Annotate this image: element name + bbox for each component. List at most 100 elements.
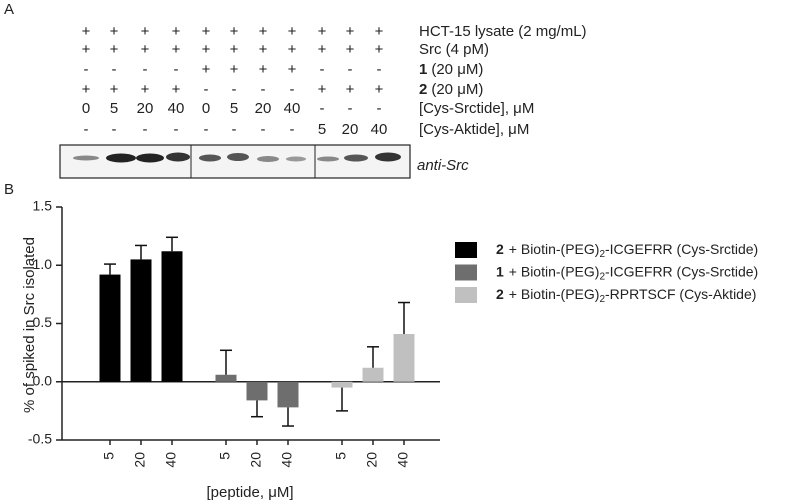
table-cell: + — [141, 41, 150, 58]
table-cell: + — [288, 41, 297, 58]
table-cell: + — [230, 61, 239, 78]
table-cell: - — [84, 61, 89, 78]
legend-label: 2 + Biotin-(PEG)2-RPRTSCF (Cys-Aktide) — [496, 286, 756, 305]
x-tick-label: 20 — [248, 452, 264, 468]
legend-bold: 2 — [496, 286, 504, 302]
table-cell: + — [202, 23, 211, 40]
row-label-text: HCT-15 lysate (2 mg/mL) — [419, 23, 587, 40]
table-cell: 5 — [230, 100, 238, 117]
y-tick-label: -0.5 — [28, 431, 52, 447]
legend-swatch — [455, 264, 477, 281]
panel-label: A — [4, 1, 14, 18]
bar — [246, 381, 268, 401]
bar — [99, 274, 121, 382]
table-cell: + — [259, 41, 268, 58]
panel-label: B — [4, 181, 14, 198]
table-cell: - — [232, 81, 237, 98]
band — [317, 156, 339, 162]
table-cell: 20 — [137, 100, 154, 117]
legend-swatch — [455, 242, 477, 258]
y-tick-label: 0.0 — [33, 372, 53, 388]
legend-text: -ICGEFRR (Cys-Srctide) — [605, 241, 758, 257]
table-cell: + — [230, 23, 239, 40]
table-cell: - — [348, 61, 353, 78]
table-cell: - — [348, 100, 353, 117]
y-axis-title: % of spiked in Src isolated — [21, 237, 38, 413]
bar — [362, 367, 384, 382]
y-tick-label: 1.0 — [33, 256, 53, 272]
table-cell: 0 — [202, 100, 210, 117]
row-label-bold: 2 — [419, 81, 427, 98]
band — [375, 152, 401, 162]
table-cell: + — [375, 23, 384, 40]
table-cell: - — [112, 121, 117, 138]
table-cell: - — [320, 100, 325, 117]
legend-sub: 2 — [599, 249, 605, 260]
table-cell: - — [143, 61, 148, 78]
table-cell: 0 — [82, 100, 90, 117]
bar — [277, 381, 299, 408]
x-tick-label: 5 — [101, 452, 117, 460]
table-cell: 20 — [342, 121, 359, 138]
band — [344, 154, 368, 162]
legend-text: + Biotin-(PEG) — [509, 263, 600, 279]
legend-swatch — [455, 287, 477, 303]
row-label: Src (4 pM) — [419, 41, 489, 58]
table-cell: 40 — [284, 100, 301, 117]
legend-sub: 2 — [599, 294, 605, 305]
table-cell: + — [318, 23, 327, 40]
table-cell: + — [202, 41, 211, 58]
table-cell: - — [320, 61, 325, 78]
band — [257, 156, 279, 162]
bar — [130, 259, 152, 382]
table-cell: + — [202, 61, 211, 78]
band — [106, 153, 136, 163]
legend-bold: 1 — [496, 263, 504, 279]
table-cell: + — [172, 41, 181, 58]
table-cell: 20 — [255, 100, 272, 117]
table-cell: - — [290, 81, 295, 98]
row-label-text: (20 μM) — [431, 61, 483, 78]
band — [227, 153, 249, 161]
legend-text: -RPRTSCF (Cys-Aktide) — [605, 286, 756, 302]
table-cell: + — [375, 81, 384, 98]
legend-text: -ICGEFRR (Cys-Srctide) — [605, 263, 758, 279]
x-tick-label: 20 — [132, 452, 148, 468]
table-cell: - — [143, 121, 148, 138]
row-label: 2 (20 μM) — [419, 81, 483, 98]
table-cell: - — [290, 121, 295, 138]
table-cell: + — [375, 41, 384, 58]
legend-text: + Biotin-(PEG) — [509, 286, 600, 302]
table-cell: 5 — [318, 121, 326, 138]
table-cell: 40 — [168, 100, 185, 117]
legend-sub: 2 — [599, 271, 605, 282]
legend-label: 2 + Biotin-(PEG)2-ICGEFRR (Cys-Srctide) — [496, 241, 758, 260]
x-tick-label: 40 — [395, 452, 411, 468]
x-axis-title: [peptide, μM] — [206, 484, 293, 501]
table-cell: + — [141, 23, 150, 40]
bar — [161, 251, 183, 382]
bar — [331, 381, 353, 388]
table-cell: - — [232, 121, 237, 138]
row-label: HCT-15 lysate (2 mg/mL) — [419, 23, 587, 40]
y-tick-label: 1.5 — [33, 198, 53, 214]
table-cell: + — [288, 23, 297, 40]
table-cell: + — [110, 81, 119, 98]
table-cell: + — [346, 23, 355, 40]
table-cell: + — [318, 81, 327, 98]
row-label: [Cys-Aktide], μM — [419, 121, 529, 138]
table-cell: - — [84, 121, 89, 138]
table-cell: + — [288, 61, 297, 78]
table-cell: - — [261, 81, 266, 98]
table-cell: - — [204, 121, 209, 138]
x-tick-label: 40 — [279, 452, 295, 468]
row-label: [Cys-Srctide], μM — [419, 100, 534, 117]
x-tick-label: 20 — [364, 452, 380, 468]
row-label-text: [Cys-Srctide], μM — [419, 100, 534, 117]
table-cell: + — [110, 23, 119, 40]
table-cell: + — [141, 81, 150, 98]
row-label-text: (20 μM) — [431, 81, 483, 98]
table-cell: - — [377, 61, 382, 78]
